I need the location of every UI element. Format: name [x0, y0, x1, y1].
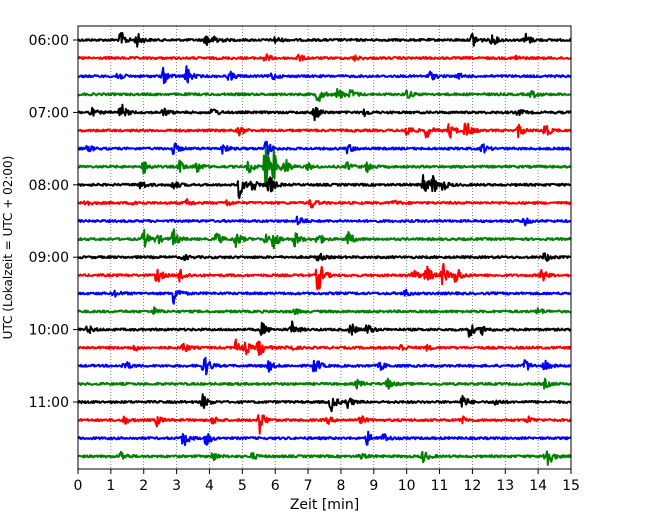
trace-row-12 [77, 252, 572, 262]
x-axis-ticks: 0 1 2 3 4 5 6 7 8 9 10 11 12 13 14 15 [74, 469, 580, 494]
trace-row-17 [77, 338, 572, 356]
x-tick-label: 9 [369, 478, 378, 494]
vertical-grid [110, 26, 539, 469]
trace-row-11 [77, 228, 572, 250]
trace-row-21 [77, 414, 572, 435]
x-tick-label: 6 [271, 478, 280, 494]
plot-frame [77, 25, 572, 470]
seismic-traces [77, 32, 572, 466]
y-axis-ticks: 06:00 07:00 08:00 09:00 10:00 11:00 [29, 33, 78, 411]
trace-row-20 [77, 393, 572, 413]
x-tick-label: 0 [74, 478, 83, 494]
trace-row-7 [77, 146, 572, 186]
x-tick-label: 7 [304, 478, 313, 494]
trace-row-23 [77, 450, 572, 466]
y-tick-label: 09:00 [29, 250, 69, 266]
x-axis-label: Zeit [min] [290, 497, 359, 513]
x-tick-label: 4 [205, 478, 214, 494]
trace-row-8 [77, 174, 572, 200]
trace-row-1 [77, 53, 572, 62]
y-tick-label: 11:00 [29, 395, 69, 411]
trace-row-19 [77, 377, 572, 390]
trace-row-13 [77, 262, 572, 291]
trace-row-16 [77, 320, 572, 338]
trace-row-3 [77, 87, 572, 103]
trace-row-14 [77, 288, 572, 305]
x-tick-label: 11 [431, 478, 449, 494]
x-tick-label: 3 [172, 478, 181, 494]
y-tick-label: 08:00 [29, 178, 69, 194]
x-tick-label: 1 [106, 478, 115, 494]
trace-row-6 [77, 140, 572, 157]
trace-row-4 [77, 103, 572, 122]
y-tick-label: 07:00 [29, 105, 69, 121]
x-tick-label: 10 [398, 478, 416, 494]
trace-row-0 [77, 32, 572, 48]
x-tick-label: 5 [238, 478, 247, 494]
trace-row-10 [77, 215, 572, 227]
x-tick-label: 8 [336, 478, 345, 494]
x-tick-label: 15 [562, 478, 580, 494]
trace-row-9 [77, 198, 572, 209]
x-tick-label: 13 [496, 478, 514, 494]
trace-row-15 [77, 306, 572, 316]
x-tick-label: 2 [139, 478, 148, 494]
x-tick-label: 12 [463, 478, 481, 494]
trace-row-22 [77, 430, 572, 447]
trace-row-5 [77, 122, 572, 139]
x-tick-label: 14 [529, 478, 547, 494]
y-axis-label: UTC (Lokalzeit = UTC + 02:00) [1, 156, 15, 340]
trace-row-18 [77, 356, 572, 376]
y-tick-label: 06:00 [29, 33, 69, 49]
trace-row-2 [77, 65, 572, 85]
y-tick-label: 10:00 [29, 323, 69, 339]
